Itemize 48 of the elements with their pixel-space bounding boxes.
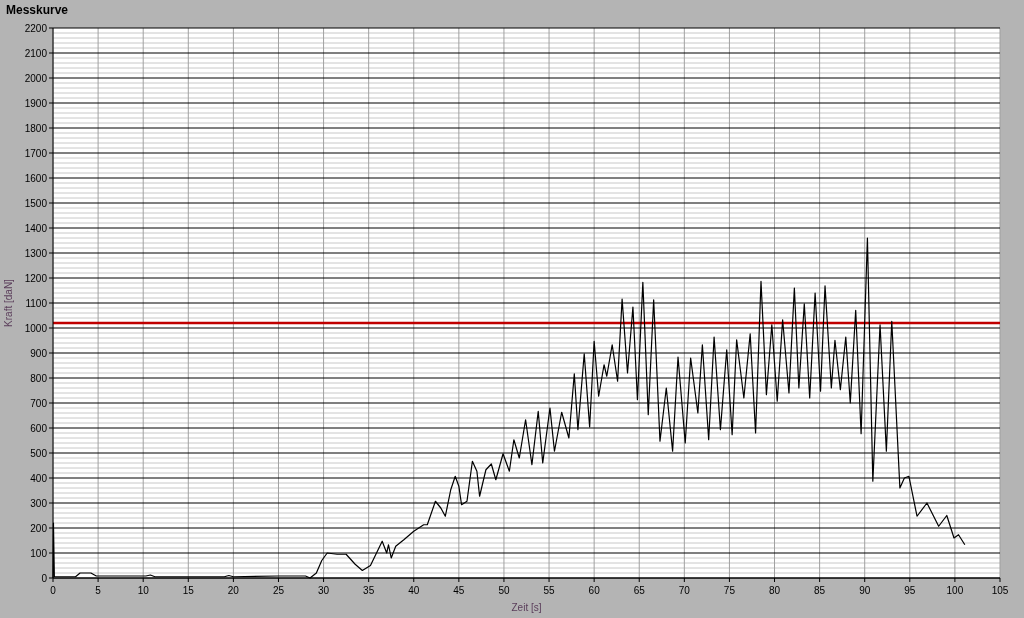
x-tick-label: 100 <box>946 585 964 596</box>
y-tick-label: 2000 <box>24 72 48 84</box>
y-tick-label: 1100 <box>25 297 48 309</box>
y-tick-label: 1200 <box>24 272 48 284</box>
y-tick-label: 100 <box>30 547 48 559</box>
y-tick-label: 2100 <box>24 47 48 59</box>
y-tick-label: 400 <box>30 472 48 484</box>
x-axis-title: Zeit [s] <box>511 602 542 613</box>
y-tick-label: 1700 <box>24 147 48 159</box>
y-tick-label: 600 <box>30 422 48 434</box>
y-tick-label: 800 <box>30 372 48 384</box>
x-tick-label: 15 <box>182 585 195 596</box>
x-tick-label: 20 <box>227 585 240 596</box>
y-tick-label: 700 <box>30 397 48 409</box>
y-tick-label: 1300 <box>24 247 48 259</box>
x-tick-label: 0 <box>50 585 57 596</box>
x-tick-label: 95 <box>904 585 916 596</box>
x-tick-label: 25 <box>272 585 285 596</box>
x-tick-label: 90 <box>859 585 871 596</box>
y-tick-label: 1000 <box>24 322 48 334</box>
y-tick-label: 0 <box>41 572 48 584</box>
x-tick-label: 5 <box>95 585 102 596</box>
y-tick-label: 1900 <box>24 97 48 109</box>
y-tick-label: 1600 <box>24 172 48 184</box>
y-tick-label: 1400 <box>24 222 48 234</box>
x-tick-label: 70 <box>678 585 691 596</box>
y-tick-label: 500 <box>30 447 48 459</box>
x-tick-label: 55 <box>543 585 556 596</box>
x-tick-label: 45 <box>453 585 465 596</box>
x-tick-label: 65 <box>633 585 646 596</box>
x-tick-label: 40 <box>408 585 420 596</box>
x-tick-label: 60 <box>588 585 601 596</box>
y-tick-label: 2200 <box>24 22 48 34</box>
y-tick-label: 1800 <box>24 122 48 134</box>
y-tick-label: 1500 <box>24 197 48 209</box>
x-tick-label: 30 <box>318 585 330 596</box>
y-tick-label: 300 <box>30 497 48 509</box>
y-axis-title: Kraft [daN] <box>3 278 14 327</box>
x-tick-label: 105 <box>991 585 1009 596</box>
chart-title: Messkurve <box>6 3 69 17</box>
x-tick-label: 75 <box>723 585 736 596</box>
x-tick-label: 85 <box>814 585 826 596</box>
x-tick-label: 10 <box>137 585 150 596</box>
y-tick-label: 200 <box>30 522 48 534</box>
y-tick-label: 900 <box>30 347 48 359</box>
x-tick-label: 80 <box>768 585 781 596</box>
x-tick-label: 50 <box>498 585 510 596</box>
x-tick-label: 35 <box>363 585 375 596</box>
